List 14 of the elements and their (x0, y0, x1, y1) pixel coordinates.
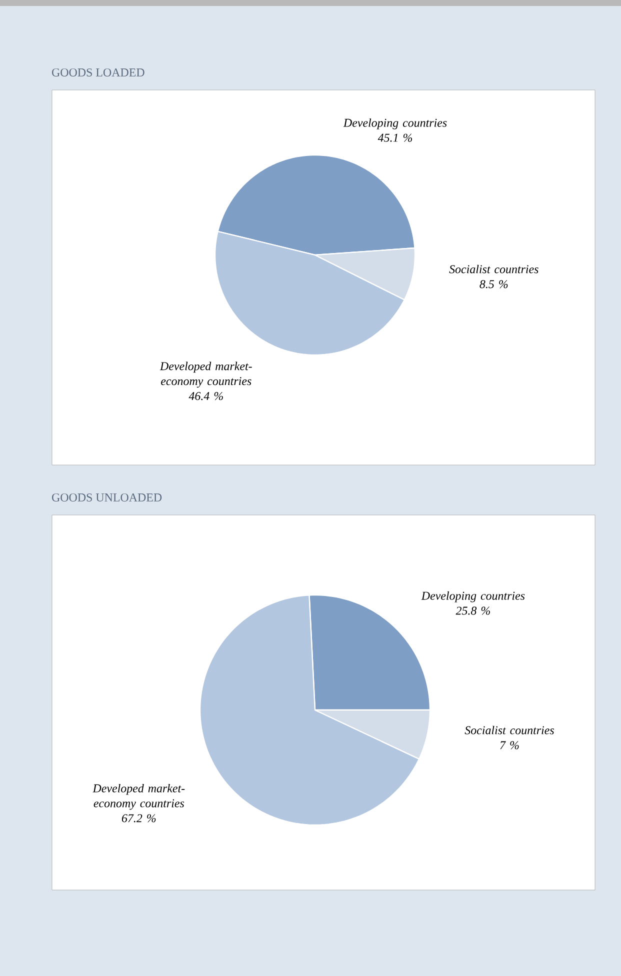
data-label: 45.1 % (378, 134, 412, 142)
slice-label: Developing countries (343, 118, 447, 130)
slice-label: Socialist countries (449, 264, 538, 274)
data-label: 67.2 % (122, 814, 156, 822)
data-label: 46.4 % (188, 392, 223, 400)
slice-label: Developed market-economy countries (92, 784, 185, 810)
data-label: 8.5 % (480, 280, 508, 288)
chart-title: GOODS UNLOADED (52, 493, 162, 502)
data-label: 7 % (500, 741, 519, 750)
chart-title: GOODS LOADED (52, 68, 144, 76)
slice-label: Developing countries (421, 591, 525, 602)
slice-label: Developed market-economy countries (160, 362, 252, 388)
slice-label: Socialist countries (464, 726, 554, 734)
data-label: 25.8 % (456, 606, 490, 615)
